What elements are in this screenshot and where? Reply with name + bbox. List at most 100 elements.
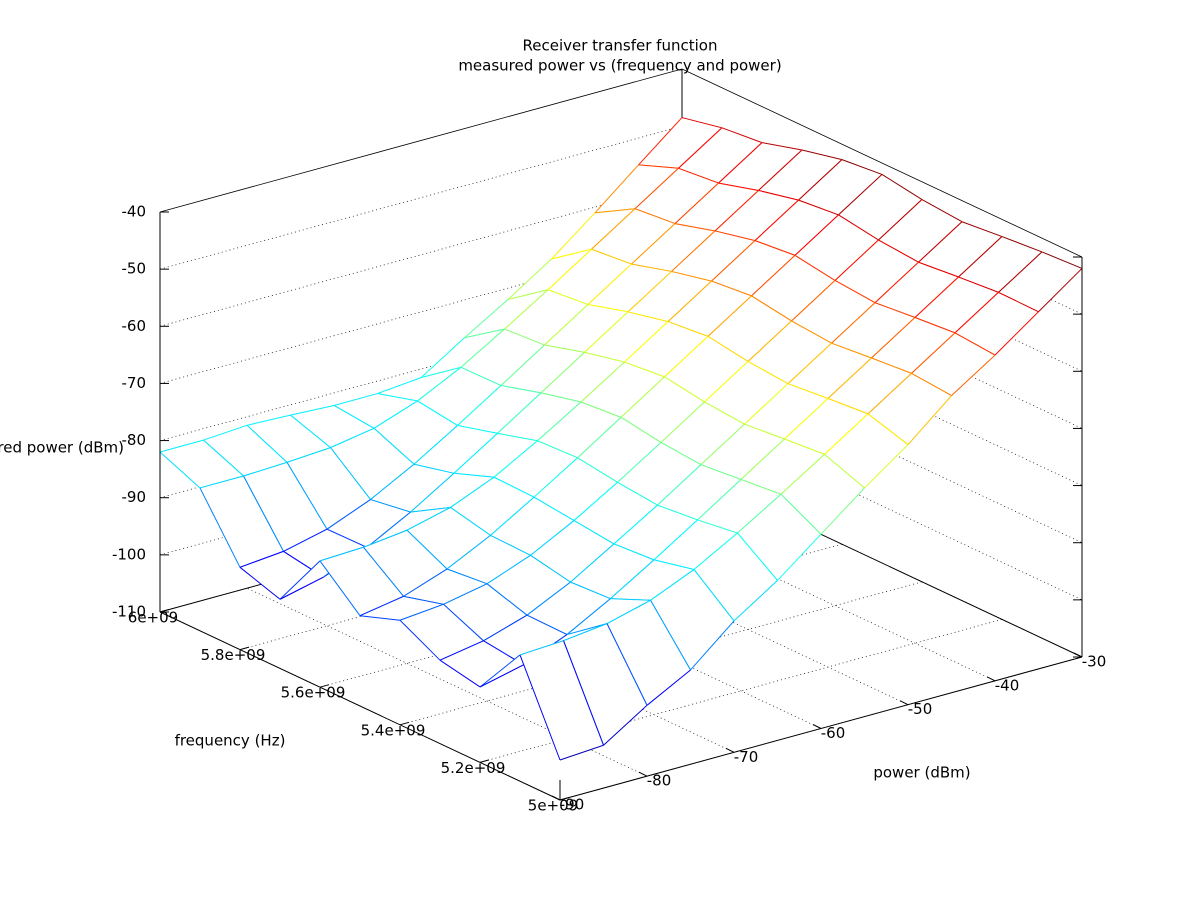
surface-edge bbox=[998, 251, 1043, 293]
surface-face bbox=[737, 494, 821, 581]
surface-face bbox=[584, 311, 668, 363]
surface-edge bbox=[634, 208, 676, 225]
surface-edge bbox=[363, 529, 408, 548]
surface-edge bbox=[366, 511, 411, 548]
surface-edge bbox=[377, 377, 422, 395]
surface-edge bbox=[594, 164, 639, 214]
surface-edge bbox=[446, 534, 491, 570]
surface-edge bbox=[591, 208, 636, 250]
surface-face bbox=[551, 208, 635, 260]
surface-edge bbox=[721, 127, 763, 144]
tick-mark bbox=[986, 676, 996, 682]
surface-edge bbox=[780, 453, 825, 495]
surface-edge bbox=[754, 199, 799, 241]
surface-edge bbox=[533, 457, 578, 498]
surface-edge bbox=[580, 401, 622, 418]
tick-mark bbox=[812, 724, 822, 729]
surface-face bbox=[595, 164, 679, 213]
surface-edge bbox=[737, 532, 778, 581]
tick-mark bbox=[1073, 652, 1083, 658]
surface-face bbox=[400, 604, 484, 661]
surface-edge bbox=[460, 366, 502, 386]
surface-edge bbox=[1041, 251, 1083, 269]
surface-face bbox=[958, 236, 1042, 293]
surface-edge bbox=[714, 190, 759, 232]
surface-edge bbox=[570, 581, 611, 600]
surface-edge bbox=[1038, 268, 1083, 313]
surface-edge bbox=[439, 659, 481, 688]
surface-face bbox=[497, 392, 581, 441]
surface-edge bbox=[533, 496, 575, 521]
x-tick-label: 5.6e+09 bbox=[281, 684, 346, 702]
surface-face bbox=[577, 417, 661, 483]
surface-edge bbox=[507, 258, 552, 300]
surface-edge bbox=[610, 559, 655, 600]
surface-face bbox=[537, 401, 621, 458]
surface-face bbox=[915, 277, 999, 333]
surface-edge bbox=[570, 543, 615, 583]
surface-edge bbox=[878, 199, 923, 241]
surface-edge bbox=[363, 546, 404, 597]
surface-edge bbox=[961, 221, 1003, 238]
surface-edge bbox=[286, 462, 328, 530]
surface-face bbox=[588, 264, 672, 312]
surface-face bbox=[574, 482, 658, 544]
tick-mark bbox=[725, 747, 735, 753]
surface-edge bbox=[657, 504, 698, 521]
surface-edge bbox=[674, 223, 716, 232]
surface-edge bbox=[399, 619, 441, 661]
surface-face bbox=[708, 295, 792, 362]
surface-face bbox=[508, 249, 592, 300]
surface-face bbox=[530, 520, 614, 583]
surface-edge bbox=[547, 248, 592, 291]
surface-edge bbox=[867, 413, 909, 446]
surface-edge bbox=[486, 554, 531, 585]
surface-edge bbox=[159, 439, 204, 453]
surface-face bbox=[835, 240, 919, 303]
surface-edge bbox=[526, 581, 571, 616]
surface-edge bbox=[403, 568, 448, 597]
surface-edge bbox=[330, 447, 371, 500]
surface-face bbox=[363, 530, 447, 597]
surface-edge bbox=[566, 598, 611, 635]
surface-edge bbox=[740, 438, 785, 480]
surface-edge bbox=[777, 533, 822, 581]
surface-edge bbox=[279, 576, 324, 600]
surface-edge bbox=[443, 583, 488, 605]
surface-edge bbox=[504, 289, 549, 330]
surface-face bbox=[520, 640, 604, 760]
surface-edge bbox=[657, 464, 702, 506]
y-tick-label: -90 bbox=[560, 796, 585, 814]
surface-edge bbox=[613, 543, 655, 561]
surface-edge bbox=[827, 357, 872, 399]
surface-face bbox=[911, 332, 995, 396]
surface-edge bbox=[540, 352, 585, 394]
surface-edge bbox=[784, 438, 825, 455]
surface-edge bbox=[794, 214, 839, 256]
surface-face bbox=[464, 289, 548, 338]
surface-face bbox=[781, 454, 865, 535]
surface-edge bbox=[493, 476, 535, 498]
tick-mark bbox=[399, 721, 410, 726]
surface-edge bbox=[373, 400, 418, 429]
surface-face bbox=[403, 569, 487, 605]
surface-edge bbox=[319, 546, 364, 562]
surface-edge bbox=[951, 354, 996, 396]
surface-edge bbox=[831, 342, 872, 359]
surface-edge bbox=[453, 472, 495, 478]
surface-edge bbox=[460, 328, 505, 368]
surface-edge bbox=[864, 444, 909, 489]
surface-edge bbox=[246, 414, 291, 426]
surface-edge bbox=[631, 223, 676, 265]
surface-face bbox=[247, 415, 331, 463]
surface-edge bbox=[711, 280, 752, 297]
surface-edge bbox=[660, 401, 705, 443]
tick-mark bbox=[159, 609, 170, 613]
surface-edge bbox=[914, 276, 959, 318]
surface-face bbox=[570, 543, 654, 599]
surface-edge bbox=[464, 299, 509, 339]
surface-edge bbox=[530, 520, 575, 556]
tick-mark bbox=[319, 684, 330, 688]
surface-edge bbox=[199, 487, 241, 568]
surface-edge bbox=[613, 504, 658, 545]
